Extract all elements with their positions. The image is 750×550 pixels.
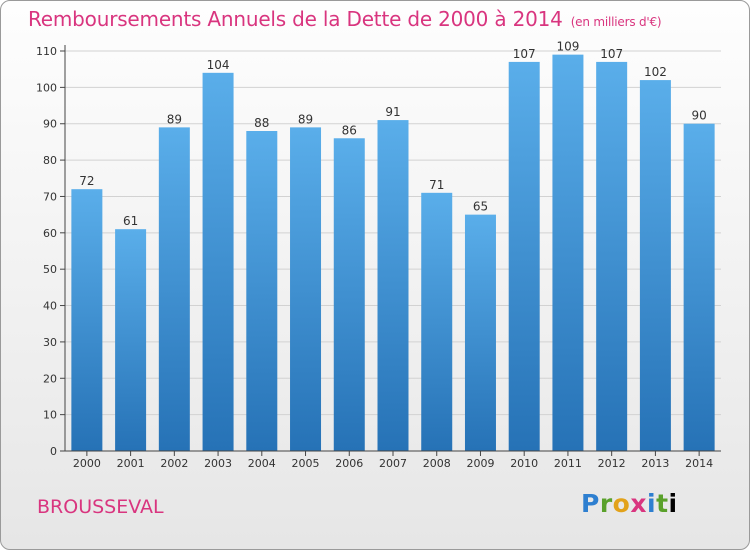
- value-label: 89: [167, 112, 182, 126]
- y-tick-label: 110: [36, 45, 57, 58]
- x-tick-label: 2000: [73, 457, 101, 470]
- y-tick-label: 100: [36, 81, 57, 94]
- value-label: 104: [207, 58, 230, 72]
- y-tick-label: 20: [43, 372, 57, 385]
- x-tick-label: 2012: [598, 457, 626, 470]
- value-label: 86: [342, 123, 357, 137]
- bar: [115, 229, 147, 451]
- x-tick-label: 2005: [292, 457, 320, 470]
- x-tick-label: 2003: [204, 457, 232, 470]
- value-label: 71: [429, 178, 444, 192]
- bar: [290, 127, 322, 451]
- x-tick-label: 2009: [466, 457, 494, 470]
- x-tick-label: 2007: [379, 457, 407, 470]
- bar: [246, 131, 278, 451]
- y-tick-label: 10: [43, 409, 57, 422]
- bar: [596, 61, 628, 452]
- value-label: 91: [385, 105, 400, 119]
- x-tick-label: 2011: [554, 457, 582, 470]
- x-tick-label: 2002: [160, 457, 188, 470]
- bar: [158, 127, 190, 451]
- value-label: 88: [254, 116, 269, 130]
- bar: [377, 120, 409, 451]
- bar: [639, 80, 671, 451]
- bar: [464, 214, 496, 451]
- bar: [71, 189, 103, 451]
- x-tick-label: 2004: [248, 457, 276, 470]
- y-tick-label: 90: [43, 118, 57, 131]
- bars: [71, 54, 715, 452]
- value-label: 61: [123, 214, 138, 228]
- y-tick-label: 80: [43, 154, 57, 167]
- bar: [421, 192, 453, 451]
- commune-name: BROUSSEVAL: [37, 496, 164, 518]
- logo-letter: x: [630, 489, 647, 518]
- value-label: 72: [79, 174, 94, 188]
- y-tick-label: 50: [43, 263, 57, 276]
- bar: [683, 123, 715, 452]
- logo-letter: o: [612, 489, 631, 518]
- logo-letter: t: [656, 489, 669, 518]
- value-label: 109: [556, 40, 579, 54]
- x-tick-label: 2014: [685, 457, 713, 470]
- value-label: 65: [473, 200, 488, 214]
- x-tick-label: 2008: [423, 457, 451, 470]
- proxiti-logo: Proxiti: [581, 489, 678, 518]
- unit-label: (en milliers d'€): [570, 15, 662, 29]
- x-tick-label: 2001: [117, 457, 145, 470]
- bar: [202, 72, 234, 452]
- value-label: 102: [644, 65, 667, 79]
- chart-title-text: Remboursements Annuels de la Dette de 20…: [28, 7, 563, 31]
- x-tick-label: 2010: [510, 457, 538, 470]
- y-tick-label: 40: [43, 300, 57, 313]
- value-label: 89: [298, 112, 313, 126]
- y-tick-label: 70: [43, 190, 57, 203]
- bar: [552, 54, 584, 452]
- logo-letter: i: [668, 489, 678, 518]
- value-label: 107: [513, 47, 536, 61]
- logo-letter: P: [581, 489, 600, 518]
- bar: [333, 138, 365, 452]
- chart-title: Remboursements Annuels de la Dette de 20…: [28, 7, 662, 31]
- bar: [508, 61, 540, 452]
- y-tick-label: 30: [43, 336, 57, 349]
- x-tick-label: 2006: [335, 457, 363, 470]
- logo-letter: r: [599, 489, 613, 518]
- axes: [60, 45, 721, 456]
- y-tick-label: 60: [43, 227, 57, 240]
- y-tick-label: 0: [50, 445, 57, 458]
- value-label: 90: [691, 109, 706, 123]
- value-label: 107: [600, 47, 623, 61]
- x-tick-label: 2013: [641, 457, 669, 470]
- labels: 0 10 20 30 40 50 60 70 80 90 100 110 72 2000 61 2001 89 2…: [36, 40, 713, 470]
- logo-letter: i: [647, 489, 657, 518]
